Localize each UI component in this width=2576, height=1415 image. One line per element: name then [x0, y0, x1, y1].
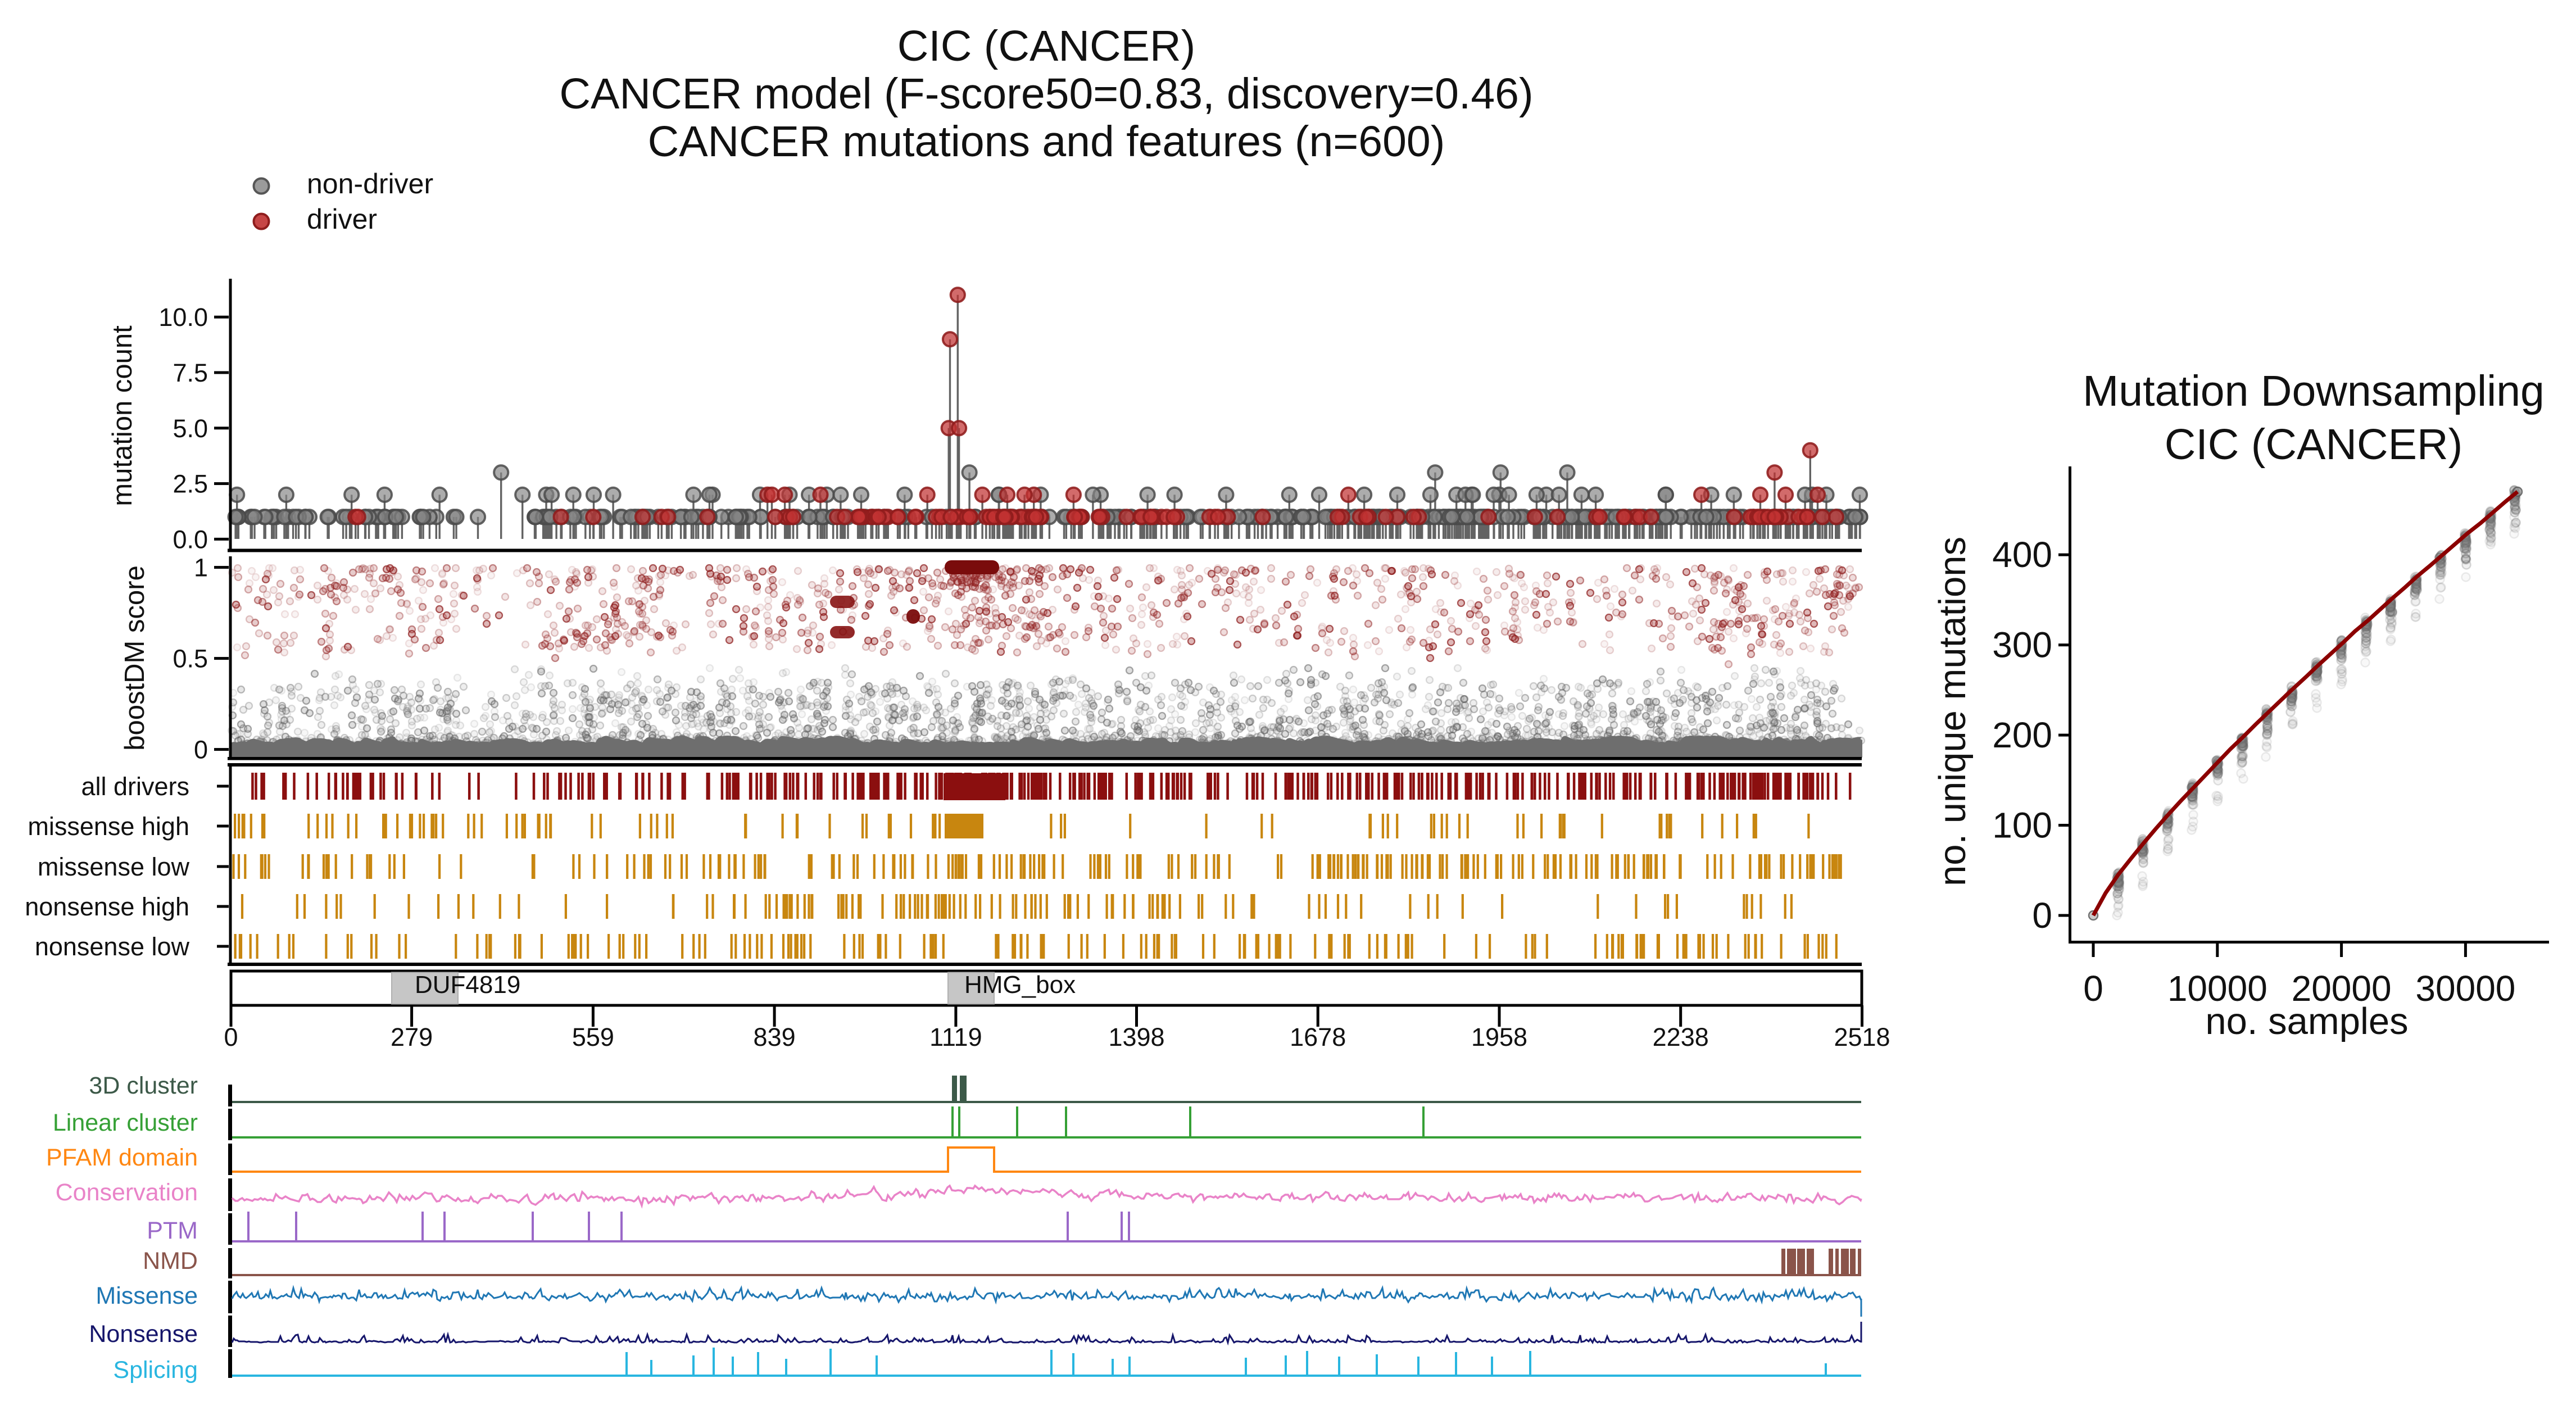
svg-text:0: 0 — [2032, 895, 2052, 936]
svg-text:300: 300 — [1992, 625, 2052, 665]
svg-text:2.5: 2.5 — [173, 470, 208, 498]
svg-text:1958: 1958 — [1471, 1023, 1527, 1051]
svg-text:0: 0 — [224, 1023, 238, 1051]
svg-text:10.0: 10.0 — [158, 303, 208, 332]
svg-text:1: 1 — [194, 554, 208, 582]
svg-text:2238: 2238 — [1653, 1023, 1709, 1051]
svg-text:559: 559 — [572, 1023, 614, 1051]
svg-text:CIC (CANCER): CIC (CANCER) — [2165, 420, 2462, 469]
svg-text:839: 839 — [754, 1023, 796, 1051]
svg-text:no. unique mutations: no. unique mutations — [1931, 537, 1974, 886]
svg-text:no. samples: no. samples — [2205, 1000, 2408, 1042]
svg-text:Mutation Downsampling: Mutation Downsampling — [2083, 367, 2545, 415]
svg-text:2518: 2518 — [1834, 1023, 1890, 1051]
svg-text:non-driver: non-driver — [307, 168, 433, 199]
svg-text:nonsense low: nonsense low — [35, 932, 190, 961]
svg-text:CANCER mutations and features: CANCER mutations and features (n=600) — [648, 117, 1445, 166]
svg-text:0: 0 — [2083, 968, 2103, 1009]
svg-text:PFAM domain: PFAM domain — [46, 1144, 198, 1171]
svg-text:CANCER model (F-score50=0.83,: CANCER model (F-score50=0.83, discovery=… — [559, 70, 1533, 118]
svg-text:Missense: Missense — [96, 1282, 198, 1309]
svg-text:3D cluster: 3D cluster — [89, 1072, 198, 1099]
svg-text:100: 100 — [1992, 805, 2052, 846]
svg-text:Conservation: Conservation — [56, 1179, 198, 1206]
svg-text:boostDM score: boostDM score — [120, 565, 150, 751]
svg-text:HMG_box: HMG_box — [964, 971, 1076, 999]
svg-text:0.0: 0.0 — [173, 525, 208, 554]
svg-text:mutation count: mutation count — [107, 325, 138, 506]
svg-text:1678: 1678 — [1290, 1023, 1346, 1051]
svg-text:200: 200 — [1992, 715, 2052, 755]
svg-text:5.0: 5.0 — [173, 414, 208, 443]
svg-text:30000: 30000 — [2415, 968, 2515, 1009]
svg-text:nonsense high: nonsense high — [25, 892, 189, 921]
svg-text:400: 400 — [1992, 534, 2052, 575]
svg-text:1119: 1119 — [929, 1023, 982, 1051]
svg-text:driver: driver — [307, 203, 377, 235]
svg-text:Nonsense: Nonsense — [89, 1321, 198, 1348]
svg-text:279: 279 — [391, 1023, 433, 1051]
svg-text:PTM: PTM — [147, 1217, 198, 1244]
svg-text:0.5: 0.5 — [173, 645, 208, 673]
svg-text:CIC (CANCER): CIC (CANCER) — [897, 22, 1195, 70]
svg-text:7.5: 7.5 — [173, 359, 208, 387]
svg-text:NMD: NMD — [143, 1248, 198, 1275]
svg-text:DUF4819: DUF4819 — [415, 971, 520, 999]
svg-text:Linear cluster: Linear cluster — [53, 1109, 198, 1136]
svg-text:all drivers: all drivers — [81, 772, 189, 801]
svg-text:Splicing: Splicing — [113, 1357, 198, 1384]
svg-text:missense high: missense high — [28, 812, 189, 841]
svg-text:1398: 1398 — [1108, 1023, 1164, 1051]
svg-text:0: 0 — [194, 736, 208, 764]
svg-text:missense low: missense low — [38, 852, 190, 881]
